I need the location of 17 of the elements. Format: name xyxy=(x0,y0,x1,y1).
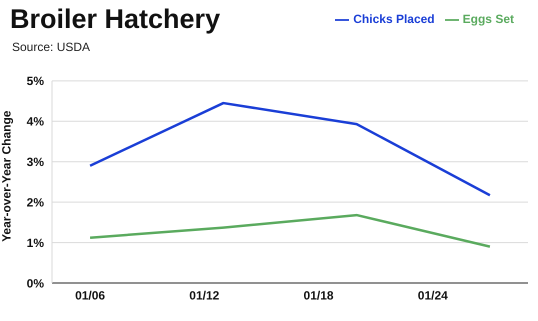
line-series xyxy=(88,214,492,248)
legend-label: Eggs Set xyxy=(462,12,514,26)
y-tick-label: 1% xyxy=(26,236,44,250)
x-tick-label: 01/24 xyxy=(418,288,448,303)
y-tick-label: 3% xyxy=(26,154,44,169)
y-tick-label: 0% xyxy=(26,276,44,290)
line-series xyxy=(88,102,492,197)
x-tick-label: 01/18 xyxy=(304,288,334,303)
y-tick-label: 2% xyxy=(26,195,44,210)
chart-title: Broiler Hatchery xyxy=(10,4,220,35)
y-tick-label: 4% xyxy=(26,114,44,129)
y-tick-label: 5% xyxy=(26,74,44,88)
y-axis-title: Year-over-Year Change xyxy=(0,110,14,242)
x-tick-label: 01/12 xyxy=(189,288,220,303)
chart-subtitle: Source: USDA xyxy=(12,40,90,54)
legend-label: Chicks Placed xyxy=(353,12,435,26)
x-tick-label: 01/06 xyxy=(75,288,106,303)
